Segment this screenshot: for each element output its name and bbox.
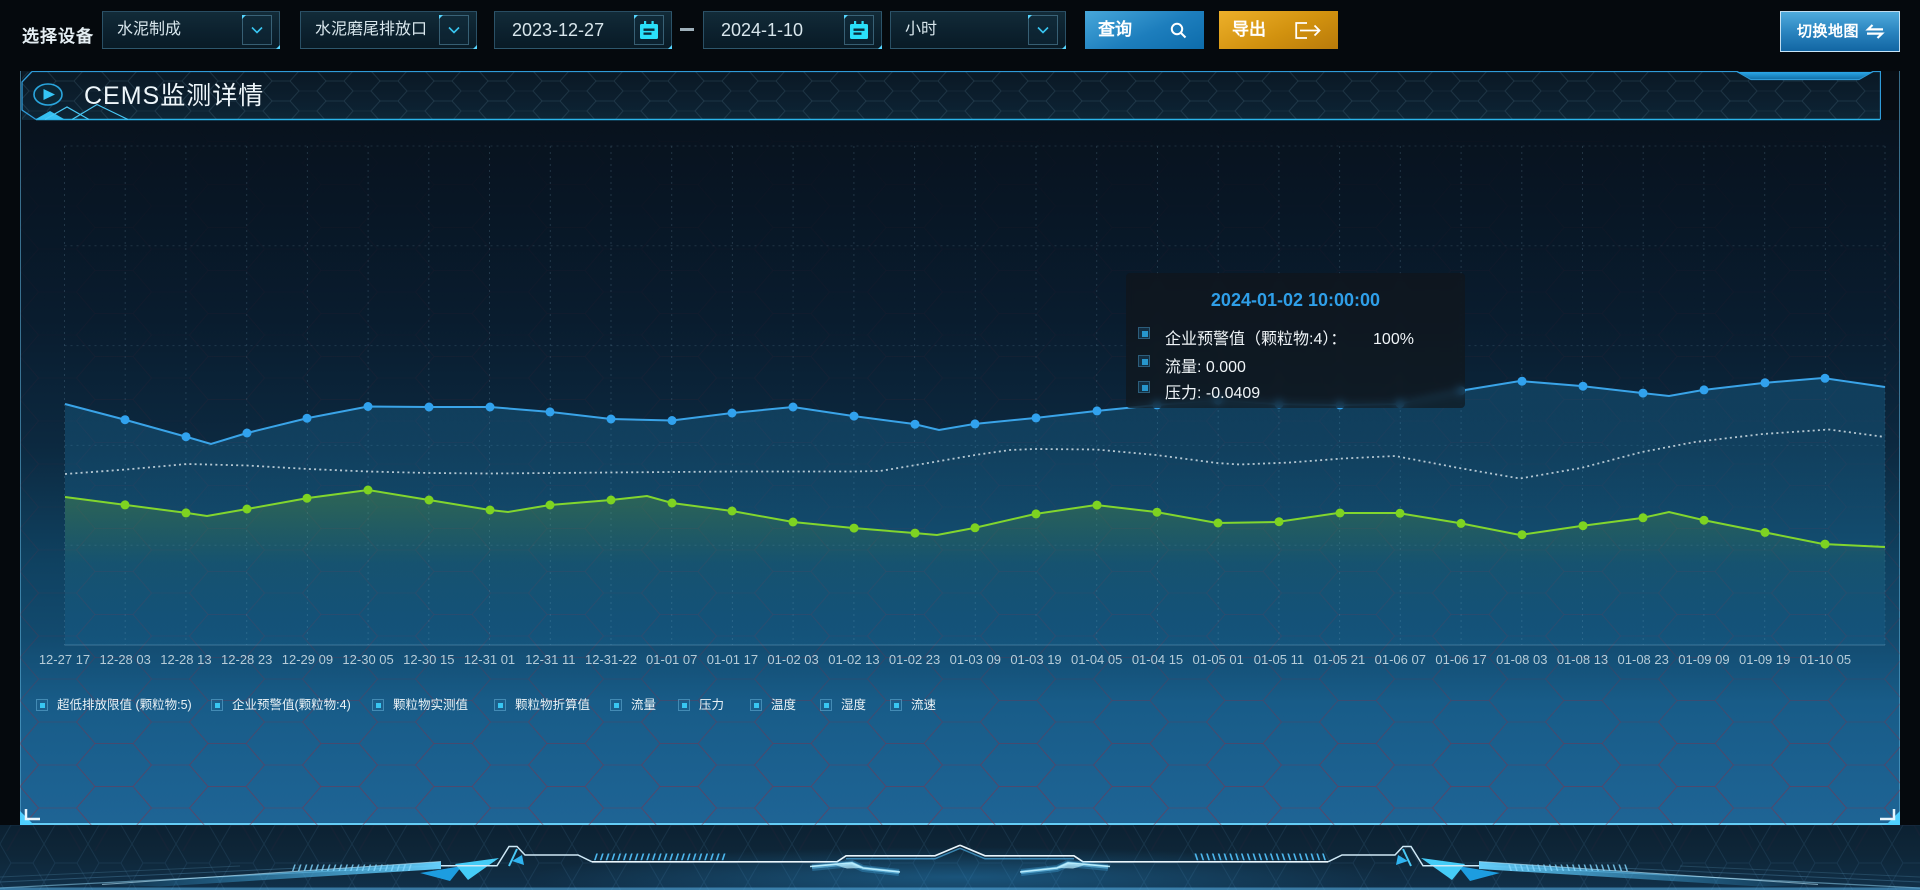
svg-text:12-31-22: 12-31-22 — [585, 652, 637, 667]
svg-text:01-01 17: 01-01 17 — [707, 652, 758, 667]
svg-text:12-30 15: 12-30 15 — [403, 652, 454, 667]
svg-text:01-03 19: 01-03 19 — [1010, 652, 1061, 667]
svg-text:12-27 17: 12-27 17 — [39, 652, 90, 667]
svg-text:01-10 05: 01-10 05 — [1800, 652, 1851, 667]
svg-text:12-28 23: 12-28 23 — [221, 652, 272, 667]
svg-text:12-30 05: 12-30 05 — [342, 652, 393, 667]
svg-text:01-05 01: 01-05 01 — [1193, 652, 1244, 667]
svg-text:01-08 13: 01-08 13 — [1557, 652, 1608, 667]
svg-text:12-29 09: 12-29 09 — [282, 652, 333, 667]
svg-text:12-28 03: 12-28 03 — [100, 652, 151, 667]
svg-text:12-31 11: 12-31 11 — [525, 652, 575, 667]
svg-text:12-31 01: 12-31 01 — [464, 652, 515, 667]
svg-text:01-02 13: 01-02 13 — [828, 652, 879, 667]
svg-text:01-04 15: 01-04 15 — [1132, 652, 1183, 667]
svg-text:01-02 23: 01-02 23 — [889, 652, 940, 667]
svg-text:01-05 11: 01-05 11 — [1254, 652, 1304, 667]
svg-text:01-05 21: 01-05 21 — [1314, 652, 1365, 667]
svg-text:01-08 23: 01-08 23 — [1618, 652, 1669, 667]
svg-text:01-02 03: 01-02 03 — [767, 652, 818, 667]
svg-text:01-09 19: 01-09 19 — [1739, 652, 1790, 667]
svg-text:01-01 07: 01-01 07 — [646, 652, 697, 667]
svg-text:01-03 09: 01-03 09 — [950, 652, 1001, 667]
svg-text:12-28 13: 12-28 13 — [160, 652, 211, 667]
svg-text:01-04 05: 01-04 05 — [1071, 652, 1122, 667]
svg-text:01-06 17: 01-06 17 — [1435, 652, 1486, 667]
svg-text:01-09 09: 01-09 09 — [1678, 652, 1729, 667]
svg-text:01-08 03: 01-08 03 — [1496, 652, 1547, 667]
svg-text:01-06 07: 01-06 07 — [1375, 652, 1426, 667]
